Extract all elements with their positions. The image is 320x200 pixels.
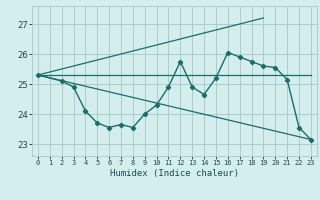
X-axis label: Humidex (Indice chaleur): Humidex (Indice chaleur)	[110, 169, 239, 178]
